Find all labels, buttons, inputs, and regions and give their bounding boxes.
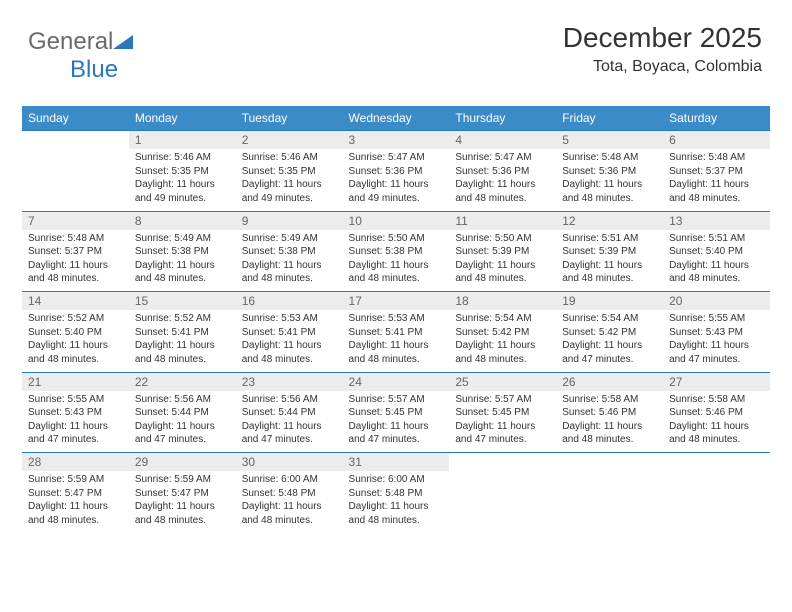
day-number-row: 21222324252627 <box>22 372 770 391</box>
day-number: 12 <box>556 211 663 230</box>
weekday-header: Wednesday <box>343 106 450 131</box>
day-number: 5 <box>556 131 663 150</box>
day-detail: Sunrise: 5:54 AM Sunset: 5:42 PM Dayligh… <box>449 310 556 372</box>
day-number: 11 <box>449 211 556 230</box>
weekday-header: Saturday <box>663 106 770 131</box>
day-number <box>556 453 663 472</box>
weekday-header: Thursday <box>449 106 556 131</box>
logo: General Blue <box>28 28 133 84</box>
day-detail: Sunrise: 5:55 AM Sunset: 5:43 PM Dayligh… <box>22 391 129 453</box>
day-number: 8 <box>129 211 236 230</box>
day-detail: Sunrise: 5:53 AM Sunset: 5:41 PM Dayligh… <box>236 310 343 372</box>
day-number: 10 <box>343 211 450 230</box>
day-text-row: Sunrise: 5:55 AM Sunset: 5:43 PM Dayligh… <box>22 391 770 453</box>
day-number-row: 14151617181920 <box>22 292 770 311</box>
header: December 2025 Tota, Boyaca, Colombia <box>563 22 762 76</box>
logo-triangle-icon <box>113 35 133 51</box>
day-number: 23 <box>236 372 343 391</box>
day-detail: Sunrise: 5:57 AM Sunset: 5:45 PM Dayligh… <box>343 391 450 453</box>
day-number: 14 <box>22 292 129 311</box>
day-detail: Sunrise: 5:58 AM Sunset: 5:46 PM Dayligh… <box>556 391 663 453</box>
day-number: 3 <box>343 131 450 150</box>
day-detail: Sunrise: 6:00 AM Sunset: 5:48 PM Dayligh… <box>343 471 450 533</box>
day-number: 15 <box>129 292 236 311</box>
weekday-header: Tuesday <box>236 106 343 131</box>
day-number: 26 <box>556 372 663 391</box>
day-number-row: 28293031 <box>22 453 770 472</box>
day-text-row: Sunrise: 5:59 AM Sunset: 5:47 PM Dayligh… <box>22 471 770 533</box>
day-number: 22 <box>129 372 236 391</box>
day-detail <box>449 471 556 533</box>
day-detail: Sunrise: 5:59 AM Sunset: 5:47 PM Dayligh… <box>129 471 236 533</box>
day-number: 1 <box>129 131 236 150</box>
day-detail: Sunrise: 5:52 AM Sunset: 5:40 PM Dayligh… <box>22 310 129 372</box>
day-number: 7 <box>22 211 129 230</box>
day-detail: Sunrise: 5:56 AM Sunset: 5:44 PM Dayligh… <box>236 391 343 453</box>
day-detail: Sunrise: 5:52 AM Sunset: 5:41 PM Dayligh… <box>129 310 236 372</box>
day-detail: Sunrise: 5:58 AM Sunset: 5:46 PM Dayligh… <box>663 391 770 453</box>
day-number: 31 <box>343 453 450 472</box>
day-detail: Sunrise: 5:48 AM Sunset: 5:37 PM Dayligh… <box>663 149 770 211</box>
location-subtitle: Tota, Boyaca, Colombia <box>563 58 762 76</box>
day-text-row: Sunrise: 5:46 AM Sunset: 5:35 PM Dayligh… <box>22 149 770 211</box>
day-number: 13 <box>663 211 770 230</box>
weekday-header: Sunday <box>22 106 129 131</box>
day-text-row: Sunrise: 5:52 AM Sunset: 5:40 PM Dayligh… <box>22 310 770 372</box>
day-number: 27 <box>663 372 770 391</box>
day-detail: Sunrise: 5:51 AM Sunset: 5:39 PM Dayligh… <box>556 230 663 292</box>
day-detail: Sunrise: 5:55 AM Sunset: 5:43 PM Dayligh… <box>663 310 770 372</box>
logo-text-2: Blue <box>28 56 118 83</box>
day-number: 2 <box>236 131 343 150</box>
day-number: 6 <box>663 131 770 150</box>
day-number: 17 <box>343 292 450 311</box>
day-number: 24 <box>343 372 450 391</box>
day-detail: Sunrise: 5:56 AM Sunset: 5:44 PM Dayligh… <box>129 391 236 453</box>
calendar-body: 123456Sunrise: 5:46 AM Sunset: 5:35 PM D… <box>22 131 770 534</box>
day-detail: Sunrise: 5:48 AM Sunset: 5:37 PM Dayligh… <box>22 230 129 292</box>
day-number <box>22 131 129 150</box>
day-detail: Sunrise: 5:46 AM Sunset: 5:35 PM Dayligh… <box>236 149 343 211</box>
day-detail: Sunrise: 5:51 AM Sunset: 5:40 PM Dayligh… <box>663 230 770 292</box>
day-detail: Sunrise: 5:47 AM Sunset: 5:36 PM Dayligh… <box>449 149 556 211</box>
day-detail: Sunrise: 6:00 AM Sunset: 5:48 PM Dayligh… <box>236 471 343 533</box>
day-detail: Sunrise: 5:50 AM Sunset: 5:38 PM Dayligh… <box>343 230 450 292</box>
day-number: 29 <box>129 453 236 472</box>
day-number: 9 <box>236 211 343 230</box>
day-detail <box>556 471 663 533</box>
day-number <box>449 453 556 472</box>
day-number: 25 <box>449 372 556 391</box>
weekday-header-row: SundayMondayTuesdayWednesdayThursdayFrid… <box>22 106 770 131</box>
day-number: 30 <box>236 453 343 472</box>
day-detail: Sunrise: 5:59 AM Sunset: 5:47 PM Dayligh… <box>22 471 129 533</box>
weekday-header: Monday <box>129 106 236 131</box>
day-detail: Sunrise: 5:49 AM Sunset: 5:38 PM Dayligh… <box>129 230 236 292</box>
day-number: 16 <box>236 292 343 311</box>
day-detail: Sunrise: 5:49 AM Sunset: 5:38 PM Dayligh… <box>236 230 343 292</box>
day-detail <box>663 471 770 533</box>
day-number-row: 78910111213 <box>22 211 770 230</box>
day-number: 28 <box>22 453 129 472</box>
day-text-row: Sunrise: 5:48 AM Sunset: 5:37 PM Dayligh… <box>22 230 770 292</box>
day-number: 19 <box>556 292 663 311</box>
weekday-header: Friday <box>556 106 663 131</box>
day-detail: Sunrise: 5:46 AM Sunset: 5:35 PM Dayligh… <box>129 149 236 211</box>
day-detail: Sunrise: 5:47 AM Sunset: 5:36 PM Dayligh… <box>343 149 450 211</box>
day-detail: Sunrise: 5:57 AM Sunset: 5:45 PM Dayligh… <box>449 391 556 453</box>
calendar-table: SundayMondayTuesdayWednesdayThursdayFrid… <box>22 106 770 533</box>
day-detail: Sunrise: 5:53 AM Sunset: 5:41 PM Dayligh… <box>343 310 450 372</box>
day-number: 18 <box>449 292 556 311</box>
day-number: 4 <box>449 131 556 150</box>
day-number <box>663 453 770 472</box>
day-detail <box>22 149 129 211</box>
day-number-row: 123456 <box>22 131 770 150</box>
day-detail: Sunrise: 5:48 AM Sunset: 5:36 PM Dayligh… <box>556 149 663 211</box>
day-detail: Sunrise: 5:50 AM Sunset: 5:39 PM Dayligh… <box>449 230 556 292</box>
day-number: 21 <box>22 372 129 391</box>
day-detail: Sunrise: 5:54 AM Sunset: 5:42 PM Dayligh… <box>556 310 663 372</box>
logo-text-1: General <box>28 28 113 55</box>
page-title: December 2025 <box>563 22 762 54</box>
day-number: 20 <box>663 292 770 311</box>
